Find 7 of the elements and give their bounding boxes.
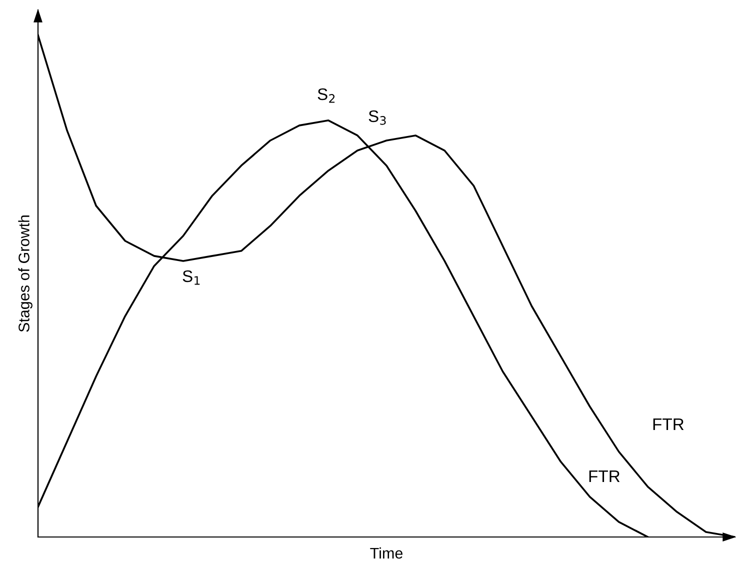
annotation: FTR [653, 418, 684, 430]
annotation: FTR [589, 470, 620, 482]
annotation: S$_{2}$ [318, 88, 335, 103]
annotation: S$_{3}$ [368, 110, 386, 125]
y-axis-title: Stages of Growth [18, 215, 32, 332]
x-axis-title: Time [370, 547, 403, 559]
annotation: S$_{1}$ [182, 270, 200, 285]
